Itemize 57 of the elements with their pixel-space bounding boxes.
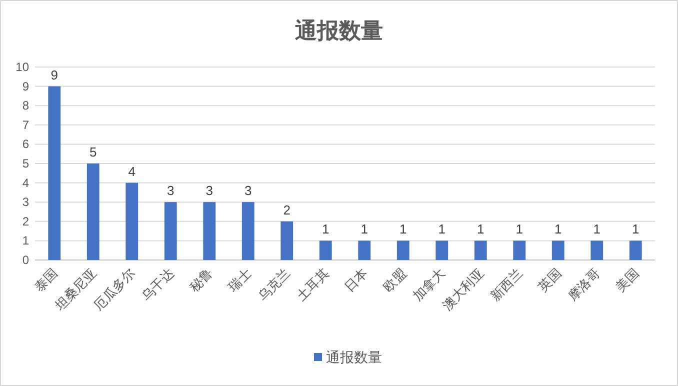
data-label: 5 (90, 144, 97, 160)
bar (86, 164, 100, 260)
x-tick-label: 日本 (342, 266, 370, 295)
data-label: 1 (554, 222, 562, 237)
y-tick-label: 4 (22, 176, 30, 190)
x-tick-label: 瑞士 (225, 266, 254, 295)
data-label: 1 (438, 222, 446, 237)
y-tick-label: 3 (22, 195, 30, 210)
y-tick-label: 8 (22, 98, 30, 113)
bar (48, 86, 61, 260)
bar (590, 240, 604, 260)
data-label: 2 (283, 202, 290, 218)
x-tick-label: 英国 (535, 266, 564, 295)
data-label: 3 (206, 183, 213, 198)
data-label: 1 (593, 222, 600, 237)
y-tick-label: 6 (22, 137, 30, 152)
y-tick-label: 0 (22, 253, 30, 267)
bar (474, 240, 487, 260)
chart-title: 通报数量 (294, 18, 383, 43)
y-tick-label: 10 (16, 60, 30, 74)
legend-label: 通报数量 (326, 349, 382, 365)
data-label: 1 (632, 222, 640, 237)
y-tick-label: 2 (22, 214, 30, 228)
x-tick-label: 欧盟 (380, 266, 410, 295)
bar (629, 240, 642, 260)
x-tick-label: 新西兰 (487, 266, 526, 304)
bar (203, 202, 216, 260)
bar (513, 240, 526, 260)
data-label: 1 (400, 222, 407, 237)
data-label: 9 (50, 67, 58, 82)
data-label: 1 (322, 222, 330, 237)
y-tick-label: 9 (22, 79, 30, 94)
x-tick-label: 秘鲁 (186, 266, 216, 295)
y-tick-label: 5 (22, 156, 30, 170)
bar (280, 221, 294, 260)
bar (319, 240, 332, 260)
bar (396, 240, 410, 260)
bar (358, 240, 371, 260)
x-tick-label: 泰国 (32, 266, 60, 295)
x-tick-label: 美国 (612, 266, 642, 295)
data-label: 1 (516, 222, 523, 237)
x-tick-label: 摩洛哥 (564, 266, 603, 304)
y-tick-label: 7 (22, 118, 30, 132)
data-label: 1 (360, 222, 368, 237)
y-tick-label: 1 (22, 234, 30, 248)
data-label: 4 (128, 164, 136, 179)
bar (164, 202, 177, 260)
data-label: 3 (244, 183, 252, 198)
data-label: 1 (477, 222, 484, 237)
x-tick-label: 土耳其 (294, 266, 332, 304)
bar (242, 202, 254, 260)
data-label: 3 (167, 183, 174, 198)
bar (552, 240, 564, 260)
x-tick-label: 乌干达 (138, 266, 177, 304)
bar (126, 182, 138, 260)
bar (436, 240, 448, 260)
x-tick-label: 乌克兰 (254, 266, 293, 304)
